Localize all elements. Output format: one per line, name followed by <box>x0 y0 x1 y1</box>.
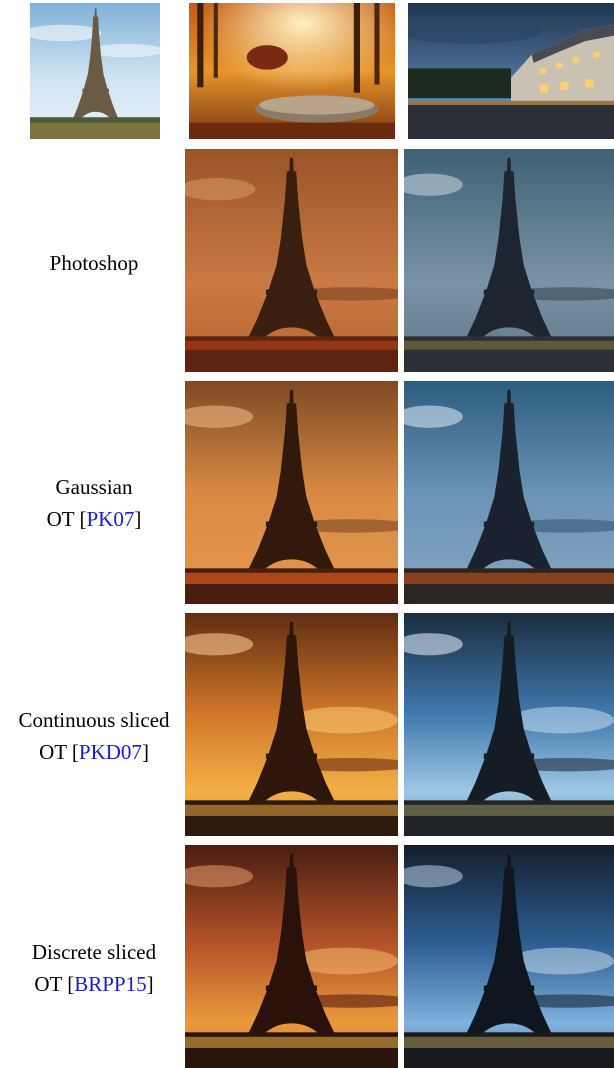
row-label-line2: OT [BRPP15] <box>34 972 154 996</box>
input-autumn-forest-image <box>189 3 395 139</box>
row-label-photoshop: Photoshop <box>0 247 188 279</box>
row-label-line1: Photoshop <box>49 251 139 275</box>
row-label-line2: OT [PKD07] <box>39 740 149 764</box>
citation-link-pk07[interactable]: PK07 <box>86 507 135 531</box>
input-night-street-image <box>408 3 614 139</box>
row-label-line2: OT [PK07] <box>46 507 142 531</box>
continuous-sliced-ot-autumn-result-image <box>185 613 398 836</box>
gaussian-ot-night-result-image <box>404 381 614 604</box>
row-label-line1: Gaussian <box>55 475 133 499</box>
row-label-line1: Discrete sliced <box>31 940 157 964</box>
discrete-sliced-ot-autumn-result-image <box>185 845 398 1068</box>
input-eiffel-image <box>30 3 160 139</box>
citation-link-pkd07[interactable]: PKD07 <box>78 740 142 764</box>
photoshop-night-result-image <box>404 149 614 372</box>
row-label-continuous-sliced-ot: Continuous sliced OT [PKD07] <box>0 704 188 768</box>
row-label-gaussian-ot: Gaussian OT [PK07] <box>0 471 188 535</box>
row-label-line1: Continuous sliced <box>18 708 170 732</box>
row-label-discrete-sliced-ot: Discrete sliced OT [BRPP15] <box>0 936 188 1000</box>
discrete-sliced-ot-night-result-image <box>404 845 614 1068</box>
continuous-sliced-ot-night-result-image <box>404 613 614 836</box>
photoshop-autumn-result-image <box>185 149 398 372</box>
citation-link-brpp15[interactable]: BRPP15 <box>74 972 147 996</box>
gaussian-ot-autumn-result-image <box>185 381 398 604</box>
